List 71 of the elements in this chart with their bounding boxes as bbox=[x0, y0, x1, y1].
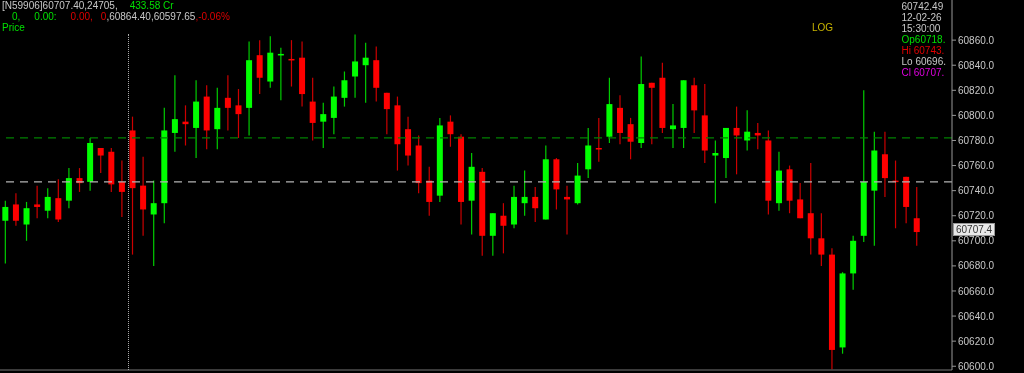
annotation: [N59906]60707.40,24705, bbox=[2, 0, 118, 11]
candlestick bbox=[797, 182, 804, 219]
candlestick bbox=[818, 212, 825, 267]
candlestick bbox=[595, 117, 602, 163]
candlestick bbox=[733, 106, 740, 175]
candlestick bbox=[489, 212, 496, 257]
annotation: Cl 60707. bbox=[901, 67, 946, 78]
annotation: Lo 60696. bbox=[901, 56, 946, 67]
candlestick bbox=[341, 70, 348, 108]
y-tick-label: 60700.0 bbox=[958, 235, 995, 247]
candlestick bbox=[383, 92, 390, 135]
annotation: 60742.49 bbox=[901, 1, 945, 12]
candlestick bbox=[65, 167, 72, 209]
candlestick bbox=[532, 186, 539, 223]
y-tick-label: 60620.0 bbox=[958, 335, 995, 347]
annotation: Op60718. bbox=[901, 34, 946, 45]
candlestick bbox=[214, 87, 221, 150]
y-tick-label: 60760.0 bbox=[958, 160, 995, 172]
candlestick bbox=[627, 117, 634, 160]
candlestick bbox=[881, 131, 888, 198]
candlestick bbox=[330, 85, 337, 135]
text: 60707.4 bbox=[953, 223, 996, 237]
y-tick-label: 60640.0 bbox=[958, 310, 995, 322]
y-tick-label: 60860.0 bbox=[958, 34, 995, 46]
y-tick-label: 60820.0 bbox=[958, 84, 995, 96]
candlestick bbox=[34, 185, 41, 219]
y-tick-label: 60840.0 bbox=[958, 59, 995, 71]
candlestick bbox=[521, 169, 528, 217]
y-tick-label: 60740.0 bbox=[958, 185, 995, 197]
candlestick bbox=[2, 200, 9, 264]
annotation: 12-02-26 bbox=[901, 12, 943, 23]
candlestick bbox=[44, 187, 51, 219]
annotation: 0 bbox=[100, 11, 107, 22]
candlestick bbox=[224, 74, 231, 132]
candlestick bbox=[712, 139, 719, 204]
candlestick bbox=[12, 192, 19, 227]
candlestick bbox=[23, 201, 30, 242]
annotation: Hi 60743. bbox=[901, 45, 946, 56]
candlestick bbox=[648, 82, 655, 145]
candlestick bbox=[150, 180, 157, 267]
annotation: 15:30:00 bbox=[901, 23, 942, 34]
candlestick bbox=[97, 147, 104, 174]
candlestick bbox=[669, 103, 676, 149]
y-tick-label: 60780.0 bbox=[958, 135, 995, 147]
candlestick bbox=[256, 39, 263, 95]
candlestick bbox=[320, 102, 327, 149]
annotation: LOG bbox=[812, 22, 834, 33]
y-tick-label: 60800.0 bbox=[958, 109, 995, 121]
y-tick-label: 60600.0 bbox=[958, 360, 995, 372]
candlestick bbox=[309, 77, 316, 142]
annotation: 0.00: bbox=[34, 11, 57, 22]
annotation: 433.58 Cr bbox=[129, 0, 174, 11]
y-tick-label: 60680.0 bbox=[958, 260, 995, 272]
annotation: Price bbox=[2, 22, 25, 33]
candlestick bbox=[500, 202, 507, 254]
candlestick bbox=[362, 42, 369, 104]
candlestick bbox=[171, 74, 178, 153]
candlestick bbox=[585, 127, 592, 179]
candlestick bbox=[235, 88, 242, 139]
annotation: 0, bbox=[12, 11, 21, 22]
annotation: 0.00, bbox=[70, 11, 93, 22]
y-tick-label: 60720.0 bbox=[958, 210, 995, 222]
annotation: ,60864.40,60597.65 bbox=[106, 11, 196, 22]
candlestick bbox=[140, 156, 147, 237]
y-tick-label: 60660.0 bbox=[958, 285, 995, 297]
candlestick bbox=[55, 178, 62, 223]
annotation: ,-0.06% bbox=[195, 11, 230, 22]
candlestick bbox=[447, 114, 454, 148]
candlestick bbox=[352, 34, 359, 99]
candlestick bbox=[913, 186, 920, 247]
candlestick bbox=[118, 159, 125, 218]
